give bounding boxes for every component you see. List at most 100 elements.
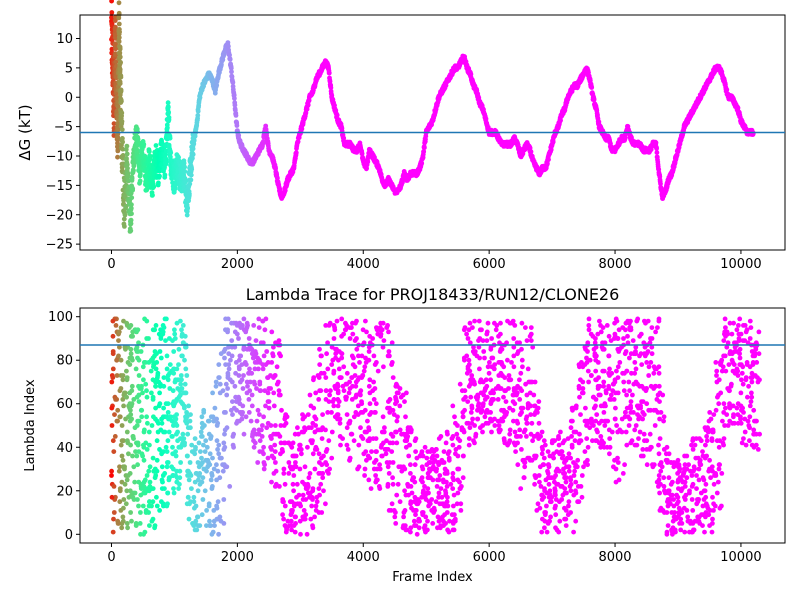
lambda-point — [122, 390, 127, 396]
delta-g-point — [124, 162, 130, 168]
lambda-point — [208, 436, 214, 441]
lambda-point — [144, 318, 150, 324]
lambda-point — [170, 444, 175, 450]
lambda-point — [274, 381, 280, 387]
lambda-point — [116, 329, 122, 335]
lambda-point — [173, 453, 179, 459]
lambda-point — [413, 523, 419, 528]
lambda-point — [390, 481, 396, 487]
lambda-point — [416, 516, 422, 522]
lambda-point — [338, 442, 343, 448]
lambda-point — [266, 405, 272, 411]
lambda-point — [222, 346, 228, 352]
lambda-point — [273, 468, 279, 474]
lambda-point — [390, 475, 395, 481]
y-tick-label: −10 — [46, 150, 73, 165]
lambda-point — [214, 416, 220, 422]
lambda-point — [192, 451, 198, 457]
lambda-point — [217, 381, 223, 387]
lambda-point — [195, 514, 201, 520]
lambda-point — [125, 525, 130, 531]
lambda-point — [137, 386, 143, 391]
lambda-point — [280, 512, 285, 518]
lambda-point — [111, 484, 117, 489]
lambda-point — [218, 518, 224, 524]
delta-g-point — [147, 153, 153, 159]
lambda-point — [216, 451, 222, 457]
lambda-point — [114, 357, 119, 363]
lambda-point — [133, 366, 139, 372]
lambda-point — [165, 373, 171, 378]
lambda-point — [367, 401, 373, 407]
lambda-point — [276, 388, 282, 394]
lambda-point — [425, 486, 431, 491]
lambda-point — [204, 468, 209, 474]
lambda-point — [154, 503, 160, 509]
lambda-point — [110, 438, 116, 444]
lambda-point — [313, 416, 319, 422]
lambda-point — [362, 473, 367, 478]
lambda-point — [328, 388, 333, 394]
lambda-point — [115, 407, 121, 413]
lambda-point — [302, 516, 308, 522]
lambda-point — [130, 453, 135, 459]
lambda-point — [199, 414, 205, 420]
lambda-point — [295, 425, 300, 431]
lambda-point — [128, 351, 134, 357]
lambda-point — [151, 414, 156, 420]
lambda-point — [222, 431, 227, 437]
delta-g-point — [128, 205, 134, 211]
delta-g-point — [128, 221, 134, 227]
lambda-point — [400, 525, 406, 531]
lambda-point — [420, 510, 426, 515]
lambda-point — [141, 377, 146, 383]
lambda-point — [337, 434, 343, 439]
lambda-point — [181, 390, 187, 396]
lambda-point — [311, 375, 317, 380]
lambda-point — [382, 425, 387, 431]
delta-g-point — [163, 156, 169, 162]
lambda-point — [174, 468, 180, 474]
lambda-point — [154, 377, 160, 383]
lambda-point — [221, 497, 227, 502]
lambda-point — [147, 523, 152, 528]
lambda-point — [179, 436, 185, 441]
lambda-point — [154, 468, 160, 474]
lambda-point — [437, 473, 443, 478]
lambda-point — [215, 499, 221, 505]
lambda-point — [206, 431, 212, 437]
lambda-point — [407, 442, 412, 448]
lambda-point — [135, 327, 141, 333]
lambda-point — [335, 412, 341, 417]
lambda-point — [217, 475, 223, 481]
lambda-point — [178, 460, 184, 465]
lambda-point — [316, 375, 322, 380]
lambda-point — [268, 386, 273, 391]
lambda-point — [414, 531, 420, 537]
lambda-point — [174, 366, 180, 372]
lambda-point — [426, 503, 431, 509]
lambda-point — [257, 379, 263, 385]
delta-g-point — [146, 149, 152, 155]
delta-g-point — [118, 87, 124, 93]
lambda-point — [276, 338, 282, 343]
lambda-point — [362, 407, 368, 413]
lambda-point — [425, 518, 430, 524]
lambda-point — [354, 346, 360, 352]
lambda-point — [264, 349, 270, 354]
lambda-point — [163, 401, 169, 407]
y-tick-label: 5 — [65, 61, 73, 76]
lambda-point — [214, 423, 220, 428]
lambda-point — [209, 471, 215, 476]
lambda-point — [162, 471, 168, 476]
lambda-point — [300, 416, 306, 422]
lambda-point — [260, 318, 266, 324]
delta-g-point — [125, 165, 130, 171]
lambda-point — [124, 377, 130, 383]
lambda-point — [176, 346, 182, 352]
y-tick-label: −25 — [46, 238, 73, 253]
lambda-point — [199, 420, 205, 426]
lambda-point — [261, 466, 267, 472]
lambda-point — [187, 418, 193, 424]
delta-g-point — [163, 160, 169, 165]
